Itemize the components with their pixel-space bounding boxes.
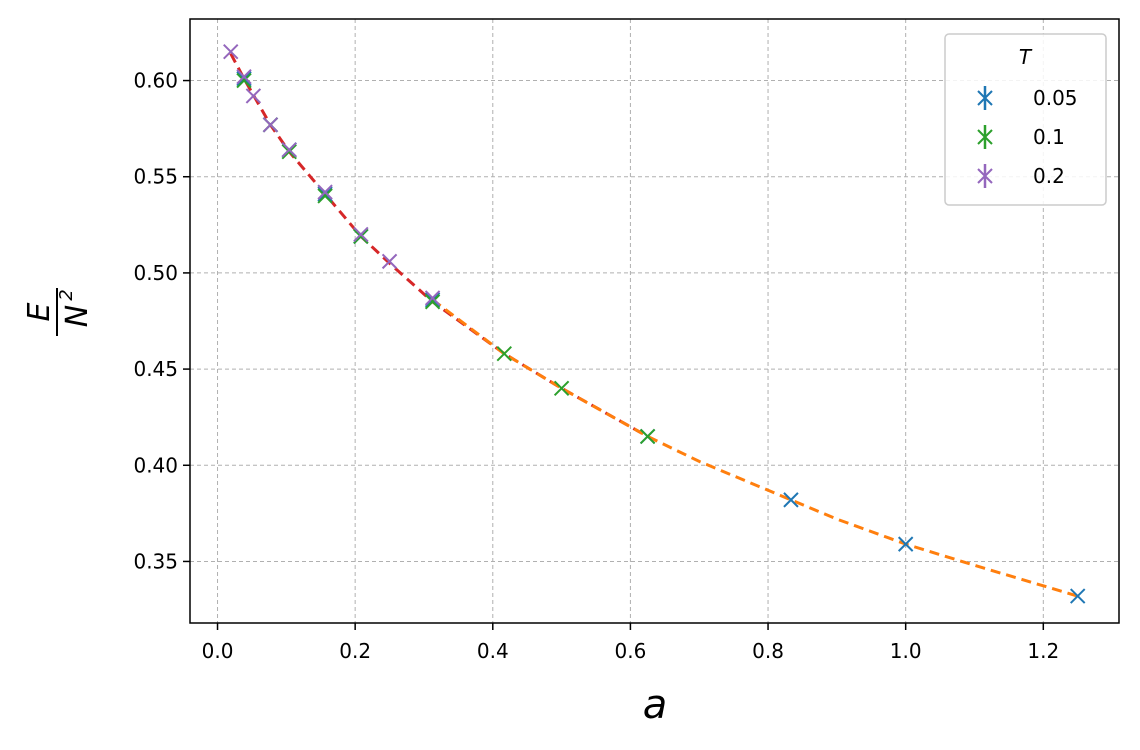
data-point — [245, 88, 262, 104]
data-point — [783, 492, 799, 508]
marker-stroke — [262, 117, 279, 133]
marker-stroke — [236, 72, 252, 89]
data-points — [223, 43, 1086, 604]
data-point — [317, 186, 333, 202]
y-tick-label: 0.40 — [133, 453, 178, 477]
marker-stroke — [236, 68, 252, 85]
legend-entry: 0.05 — [977, 86, 1078, 110]
data-point — [424, 294, 441, 310]
marker-stroke — [783, 492, 799, 508]
x-tick-label: 0.0 — [202, 639, 234, 663]
legend-entry: 0.1 — [977, 125, 1065, 149]
y-tick-label: 0.35 — [133, 549, 178, 573]
marker-stroke — [424, 294, 441, 310]
marker-stroke — [897, 536, 914, 552]
data-point — [262, 117, 279, 133]
data-point — [353, 226, 369, 243]
y-tick-label: 0.45 — [133, 357, 178, 381]
data-point — [317, 184, 333, 200]
y-axis-label-superscript: 2 — [56, 289, 77, 300]
x-tick-label: 1.0 — [890, 639, 922, 663]
legend-box — [944, 33, 1107, 206]
legend-entry: 0.2 — [977, 164, 1065, 188]
y-tick-label: 0.50 — [133, 261, 178, 285]
data-point — [897, 536, 914, 552]
grid — [190, 19, 1119, 623]
data-point — [553, 380, 570, 397]
marker-stroke — [424, 290, 441, 306]
legend-label: 0.05 — [1033, 86, 1078, 110]
x-tick-label: 0.6 — [615, 639, 647, 663]
data-point — [236, 72, 252, 89]
data-point — [353, 228, 369, 245]
x-tick-label: 0.4 — [477, 639, 509, 663]
legend: T 0.05 0.1 0.2 — [944, 33, 1107, 206]
data-point — [1070, 588, 1086, 604]
data-point — [236, 68, 252, 85]
marker-stroke — [381, 253, 398, 270]
legend-entries: 0.05 0.1 0.2 — [977, 86, 1078, 188]
data-point — [281, 142, 297, 158]
x-tick-label: 0.8 — [752, 639, 784, 663]
data-point — [424, 292, 441, 308]
data-point — [639, 428, 656, 445]
marker-stroke — [1070, 588, 1086, 604]
data-point — [424, 290, 441, 306]
marker-stroke — [236, 70, 252, 87]
legend-title: T — [1019, 45, 1033, 69]
data-point — [381, 253, 398, 270]
plot-frame — [189, 18, 1120, 624]
marker-stroke — [424, 292, 441, 308]
legend-label: 0.1 — [1033, 125, 1065, 149]
x-axis-label: a — [643, 682, 668, 728]
marker-stroke — [353, 228, 369, 245]
axis-ticks: 0.0 0.2 0.4 0.6 0.8 1.0 1.2 0.35 0.40 0.45 0.50 0.5… — [133, 69, 1059, 663]
marker-stroke — [281, 142, 297, 158]
marker-stroke — [281, 144, 297, 160]
data-point — [281, 144, 297, 160]
y-tick-label: 0.55 — [133, 165, 178, 189]
y-tick-label: 0.60 — [133, 69, 178, 93]
marker-stroke — [245, 88, 262, 104]
legend-label: 0.2 — [1033, 164, 1065, 188]
marker-stroke — [353, 226, 369, 243]
marker-stroke — [317, 186, 333, 202]
marker-stroke — [639, 428, 656, 445]
marker-stroke — [496, 345, 512, 362]
data-point — [496, 345, 512, 362]
marker-stroke — [317, 188, 333, 204]
y-axis-label-numerator: E — [22, 302, 57, 321]
y-axis-label: E N 2 — [22, 288, 95, 336]
marker-stroke — [317, 184, 333, 200]
marker-stroke — [553, 380, 570, 397]
data-point — [236, 70, 252, 87]
marker-stroke — [223, 43, 239, 60]
x-tick-label: 0.2 — [339, 639, 371, 663]
y-axis-label-denominator: N — [60, 305, 95, 327]
data-point — [317, 188, 333, 204]
data-point — [223, 43, 239, 60]
x-tick-label: 1.2 — [1027, 639, 1059, 663]
